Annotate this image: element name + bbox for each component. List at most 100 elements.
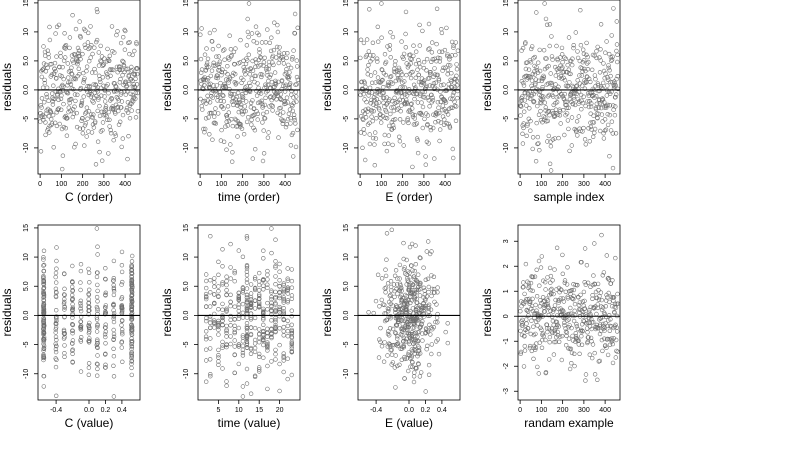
scatter-point	[88, 55, 93, 60]
scatter-point	[252, 306, 258, 311]
scatter-point	[238, 122, 244, 127]
scatter-point	[577, 351, 582, 356]
scatter-point	[216, 111, 221, 116]
scatter-point	[76, 66, 82, 72]
scatter-point	[232, 327, 237, 332]
scatter-point	[111, 334, 117, 339]
scatter-point	[281, 282, 286, 288]
scatter-point	[212, 280, 217, 285]
scatter-point	[593, 83, 598, 89]
scatter-point	[47, 37, 53, 43]
scatter-point	[236, 316, 242, 321]
scatter-point	[267, 104, 272, 109]
scatter-point	[404, 330, 410, 336]
scatter-point	[212, 320, 217, 326]
scatter-point	[131, 99, 136, 104]
scatter-point	[431, 125, 436, 131]
scatter-point	[294, 94, 299, 99]
scatter-point	[381, 95, 387, 101]
scatter-point	[129, 330, 134, 335]
scatter-point	[220, 339, 225, 345]
scatter-point	[220, 343, 225, 348]
scatter-point	[549, 54, 555, 59]
scatter-point	[86, 297, 91, 302]
scatter-point	[421, 265, 426, 270]
scatter-point	[572, 313, 578, 318]
scatter-point	[105, 82, 110, 87]
scatter-point	[44, 85, 50, 90]
scatter-point	[114, 64, 120, 70]
scatter-point	[102, 305, 108, 310]
scatter-point	[86, 270, 92, 275]
scatter-point	[85, 116, 90, 121]
scatter-point	[535, 103, 540, 109]
scatter-point	[451, 45, 456, 50]
scatter-point	[216, 327, 221, 332]
scatter-point	[409, 263, 414, 268]
scatter-point	[583, 372, 589, 377]
scatter-point	[252, 325, 258, 331]
scatter-point	[51, 145, 56, 150]
scatter-point	[67, 45, 72, 51]
scatter-point	[430, 40, 435, 45]
scatter-point	[557, 334, 563, 339]
scatter-point	[410, 268, 415, 273]
scatter-point	[60, 153, 66, 158]
scatter-point	[415, 100, 421, 105]
y-axis-title: residuals	[0, 288, 14, 336]
scatter-point	[75, 61, 80, 67]
scatter-point	[265, 285, 270, 290]
scatter-point	[554, 319, 560, 325]
scatter-point	[232, 269, 237, 274]
scatter-point	[606, 313, 612, 318]
scatter-point	[212, 325, 217, 330]
scatter-point	[53, 327, 58, 332]
scatter-point	[53, 334, 59, 340]
scatter-point	[72, 92, 78, 97]
scatter-point	[399, 285, 404, 291]
scatter-point	[447, 124, 452, 129]
scatter-point	[207, 100, 213, 105]
scatter-point	[545, 139, 550, 144]
scatter-point	[394, 322, 399, 327]
scatter-point	[228, 334, 233, 339]
scatter-point	[119, 249, 125, 255]
scatter-point	[49, 72, 54, 77]
scatter-point	[265, 277, 270, 282]
scatter-point	[566, 35, 572, 40]
scatter-point	[100, 128, 105, 133]
scatter-point	[232, 279, 237, 284]
scatter-point	[610, 103, 616, 108]
scatter-point	[389, 288, 394, 293]
scatter-point	[86, 300, 92, 305]
scatter-point	[212, 292, 217, 297]
scatter-point	[386, 299, 392, 305]
scatter-point	[374, 101, 379, 106]
scatter-point	[59, 166, 65, 172]
scatter-point	[41, 274, 46, 279]
scatter-point	[61, 328, 67, 334]
scatter-point	[597, 294, 602, 299]
scatter-point	[61, 336, 67, 341]
scatter-point	[119, 339, 125, 344]
scatter-point	[530, 146, 535, 152]
scatter-point	[70, 322, 76, 327]
scatter-point	[590, 134, 596, 140]
scatter-point	[70, 359, 75, 364]
scatter-point	[265, 340, 270, 345]
y-tick-label: -5	[343, 341, 350, 347]
scatter-point	[403, 316, 409, 322]
scatter-point	[277, 278, 282, 283]
x-tick-label: 200	[237, 181, 249, 188]
scatter-point	[119, 327, 125, 332]
scatter-point	[546, 133, 551, 139]
scatter-point	[129, 301, 134, 306]
y-axis-title: residuals	[160, 63, 174, 111]
scatter-point	[548, 144, 554, 149]
scatter-point	[203, 337, 209, 342]
scatter-point	[427, 104, 432, 109]
scatter-point	[199, 81, 204, 87]
scatter-point	[416, 351, 421, 357]
scatter-point	[564, 102, 569, 108]
scatter-point	[78, 319, 84, 324]
